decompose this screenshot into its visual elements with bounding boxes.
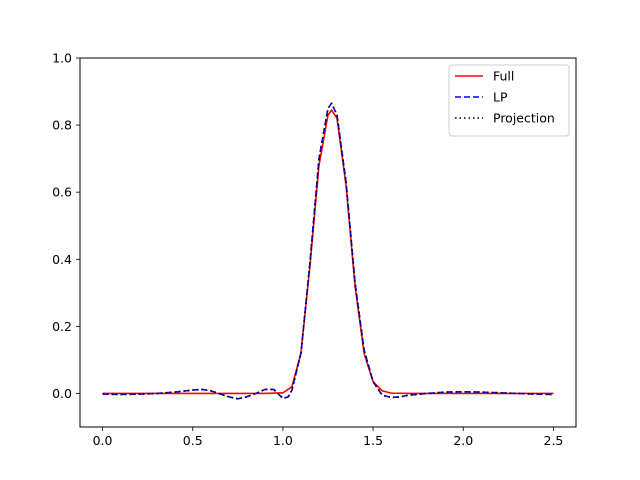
axes-frame: [79, 57, 577, 428]
legend-label-projection: Projection: [493, 111, 555, 126]
legend: Full LP Projection: [448, 64, 570, 137]
legend-label-lp: LP: [493, 90, 508, 105]
y-tick-label: 0.2: [52, 319, 72, 334]
x-axis: 0.0 0.5 1.0 1.5 2.0 2.5: [93, 427, 564, 448]
x-tick-label: 0.5: [183, 433, 203, 448]
y-tick-label: 1.0: [52, 51, 72, 66]
y-tick-label: 0.6: [52, 185, 72, 200]
y-tick-label: 0.4: [52, 252, 72, 267]
y-axis: 0.0 0.2 0.4 0.6 0.8 1.0: [52, 51, 80, 401]
legend-label-full: Full: [493, 69, 514, 84]
plot-area: [102, 102, 554, 400]
y-tick-label: 0.8: [52, 118, 72, 133]
series-line-full: [102, 109, 554, 395]
y-tick-label: 0.0: [52, 386, 72, 401]
x-tick-label: 1.5: [363, 433, 383, 448]
x-tick-label: 1.0: [273, 433, 293, 448]
x-tick-label: 0.0: [93, 433, 113, 448]
x-tick-label: 2.0: [453, 433, 473, 448]
x-tick-label: 2.5: [544, 433, 564, 448]
series-line-lp: [102, 102, 554, 400]
